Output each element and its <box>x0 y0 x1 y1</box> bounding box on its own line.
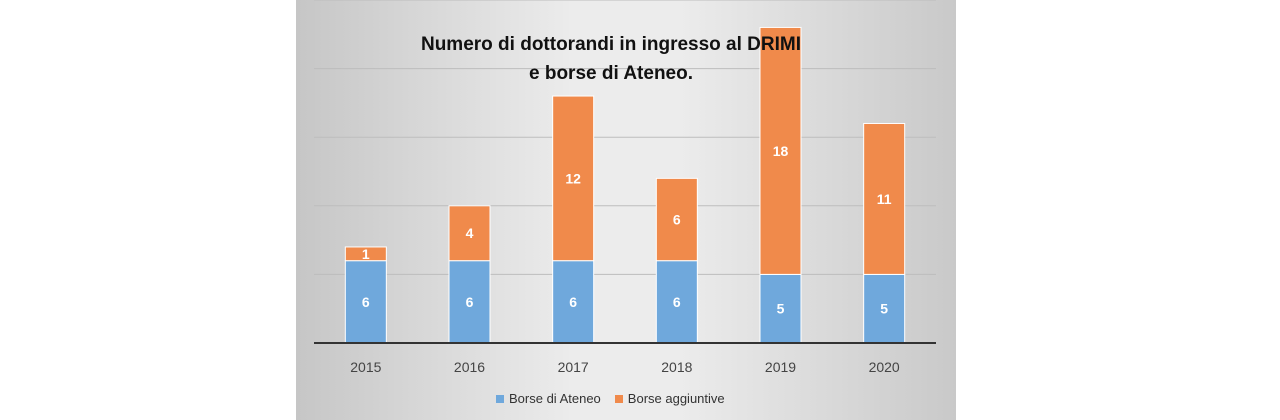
chart-legend: Borse di Ateneo Borse aggiuntive <box>496 391 725 406</box>
bar-ateneo <box>344 260 387 344</box>
data-label: 4 <box>466 225 474 241</box>
chart-title: Numero di dottorandi in ingresso al DRIM… <box>296 30 926 88</box>
data-label: 6 <box>673 212 681 228</box>
data-label: 6 <box>569 294 577 310</box>
x-tick-label: 2016 <box>454 359 485 375</box>
legend-label-aggiuntive: Borse aggiuntive <box>627 391 725 406</box>
bar-aggiuntive <box>863 122 906 275</box>
bar-aggiuntive <box>552 95 595 262</box>
x-tick-label: 2017 <box>558 359 589 375</box>
bar-aggiuntive <box>344 246 387 262</box>
x-tick-label: 2018 <box>661 359 692 375</box>
data-label: 6 <box>673 294 681 310</box>
legend-item-aggiuntive: Borse aggiuntive <box>614 391 725 406</box>
legend-item-ateneo: Borse di Ateneo <box>496 391 601 406</box>
bar-aggiuntive <box>448 205 491 262</box>
x-tick-label: 2015 <box>350 359 381 375</box>
x-tick-label: 2019 <box>765 359 796 375</box>
legend-swatch-aggiuntive <box>614 394 623 403</box>
data-label: 12 <box>565 170 581 186</box>
x-tick-label: 2020 <box>869 359 900 375</box>
chart-plot: 6 1 2015 6 4 2016 6 12 2017 6 6 2018 5 18 2019 5 11 2020 <box>314 0 936 375</box>
data-label: 18 <box>773 143 789 159</box>
chart-title-line-1: Numero di dottorandi in ingresso al DRIM… <box>420 34 802 55</box>
data-label: 6 <box>466 294 474 310</box>
data-label: 5 <box>880 301 888 317</box>
data-label: 5 <box>777 301 785 317</box>
chart-title-line-2: e borse di Ateneo. <box>529 63 693 84</box>
bar-aggiuntive <box>655 177 698 262</box>
legend-label-ateneo: Borse di Ateneo <box>509 391 601 406</box>
bar-aggiuntive <box>759 26 802 275</box>
data-label: 11 <box>877 191 892 207</box>
chart-panel: 6 1 2015 6 4 2016 6 12 2017 6 6 2018 5 18 2019 5 11 2020 … <box>296 0 956 420</box>
legend-swatch-ateneo <box>496 394 504 403</box>
data-label: 6 <box>362 294 370 310</box>
data-label: 1 <box>362 246 370 262</box>
